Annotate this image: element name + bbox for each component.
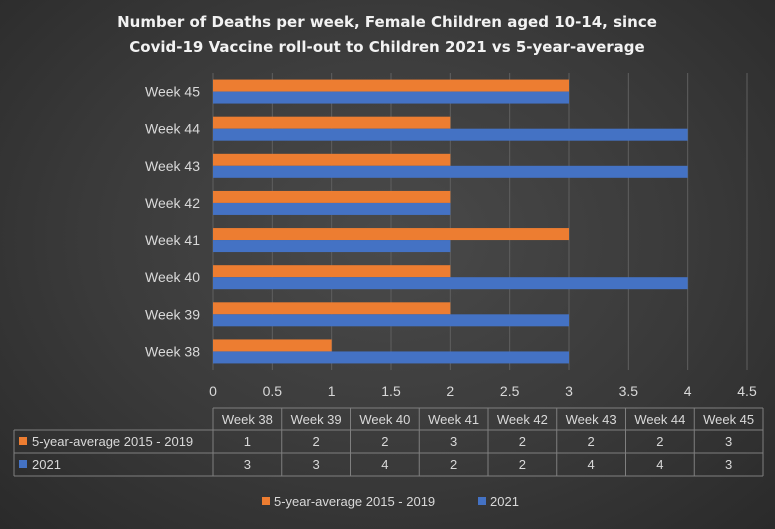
bars: [213, 79, 688, 364]
tick-labels: 0 0.5 1 1.5 2 2.5 3 3.5 4 4.5: [209, 383, 757, 399]
tick-label: 3: [565, 383, 573, 399]
table-value-cell: 4: [588, 457, 595, 472]
tick-label: 3.5: [619, 383, 639, 399]
bar-2021: [213, 165, 688, 178]
table-header-cell: Week 44: [634, 412, 685, 427]
chart-title-line1: Number of Deaths per week, Female Childr…: [117, 13, 657, 31]
table-header-cell: Week 38: [222, 412, 273, 427]
table-value-cell: 3: [450, 434, 457, 449]
bar-2021: [213, 277, 688, 290]
tick-label: 4: [684, 383, 692, 399]
tick-label: 0: [209, 383, 217, 399]
table-header-cell: Week 42: [497, 412, 548, 427]
table-value-cell: 3: [725, 434, 732, 449]
category-label: Week 44: [145, 121, 200, 137]
table-value-cell: 2: [656, 434, 663, 449]
table-header-cell: Week 40: [359, 412, 410, 427]
table-legend-key: [19, 460, 27, 468]
category-label: Week 41: [145, 232, 200, 248]
category-label: Week 39: [145, 306, 200, 322]
tick-label: 1: [328, 383, 336, 399]
bar-2021: [213, 240, 451, 253]
category-label: Week 45: [145, 84, 200, 100]
tick-label: 0.5: [263, 383, 283, 399]
category-label: Week 40: [145, 269, 200, 285]
legend-label: 2021: [490, 494, 519, 509]
table-value-cell: 2: [519, 434, 526, 449]
bar-avg: [213, 116, 451, 129]
bar-avg: [213, 302, 451, 315]
table-value-cell: 1: [244, 434, 251, 449]
bar-avg: [213, 339, 332, 352]
bar-2021: [213, 91, 569, 104]
bar-avg: [213, 265, 451, 278]
table-value-cell: 2: [588, 434, 595, 449]
table-value-cell: 2: [313, 434, 320, 449]
bar-avg: [213, 79, 569, 92]
table-value-cell: 3: [313, 457, 320, 472]
legend-key: [262, 497, 270, 505]
legend: 5-year-average 2015 - 2019 2021: [262, 494, 519, 509]
category-labels: Week 38 Week 39 Week 40 Week 41 Week 42 Week …: [145, 84, 200, 360]
table-value-cell: 4: [381, 457, 388, 472]
category-label: Week 43: [145, 158, 200, 174]
table-series-label: 2021: [32, 457, 61, 472]
bar-avg: [213, 190, 451, 203]
bar-2021: [213, 128, 688, 141]
table-header-cell: Week 45: [703, 412, 754, 427]
table-value-cell: 2: [381, 434, 388, 449]
table-legend-key: [19, 437, 27, 445]
table-series-label: 5-year-average 2015 - 2019: [32, 434, 193, 449]
legend-key: [478, 497, 486, 505]
table-value-cell: 4: [656, 457, 663, 472]
data-table: Week 38 Week 39 Week 40 Week 41 Week 42 Week …: [13, 407, 764, 477]
bar-2021: [213, 351, 569, 364]
chart-title-line2: Covid-19 Vaccine roll-out to Children 20…: [129, 38, 644, 56]
tick-label: 4.5: [737, 383, 757, 399]
category-label: Week 42: [145, 195, 200, 211]
table-value-cell: 2: [519, 457, 526, 472]
bar-2021: [213, 314, 569, 327]
bar-2021: [213, 202, 451, 215]
bar-avg: [213, 228, 569, 241]
table-header-cell: Week 41: [428, 412, 479, 427]
table-header-cell: Week 43: [566, 412, 617, 427]
table-value-cell: 3: [244, 457, 251, 472]
table-value-cell: 3: [725, 457, 732, 472]
bar-avg: [213, 153, 451, 166]
legend-label: 5-year-average 2015 - 2019: [274, 494, 435, 509]
tick-label: 2: [446, 383, 454, 399]
tick-label: 2.5: [500, 383, 520, 399]
table-value-cell: 2: [450, 457, 457, 472]
category-label: Week 38: [145, 343, 200, 359]
table-header-cell: Week 39: [291, 412, 342, 427]
tick-label: 1.5: [381, 383, 401, 399]
